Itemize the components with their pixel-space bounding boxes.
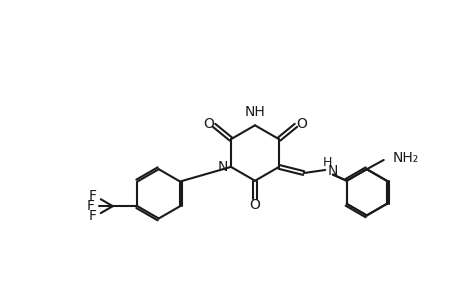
- Text: NH: NH: [244, 105, 265, 119]
- Text: NH₂: NH₂: [392, 152, 418, 165]
- Text: O: O: [203, 117, 213, 131]
- Text: F: F: [88, 189, 96, 203]
- Text: F: F: [88, 209, 96, 223]
- Text: N: N: [327, 164, 337, 178]
- Text: N: N: [217, 160, 227, 174]
- Text: O: O: [295, 117, 306, 131]
- Text: F: F: [86, 199, 94, 213]
- Text: H: H: [322, 156, 331, 169]
- Text: O: O: [249, 198, 260, 212]
